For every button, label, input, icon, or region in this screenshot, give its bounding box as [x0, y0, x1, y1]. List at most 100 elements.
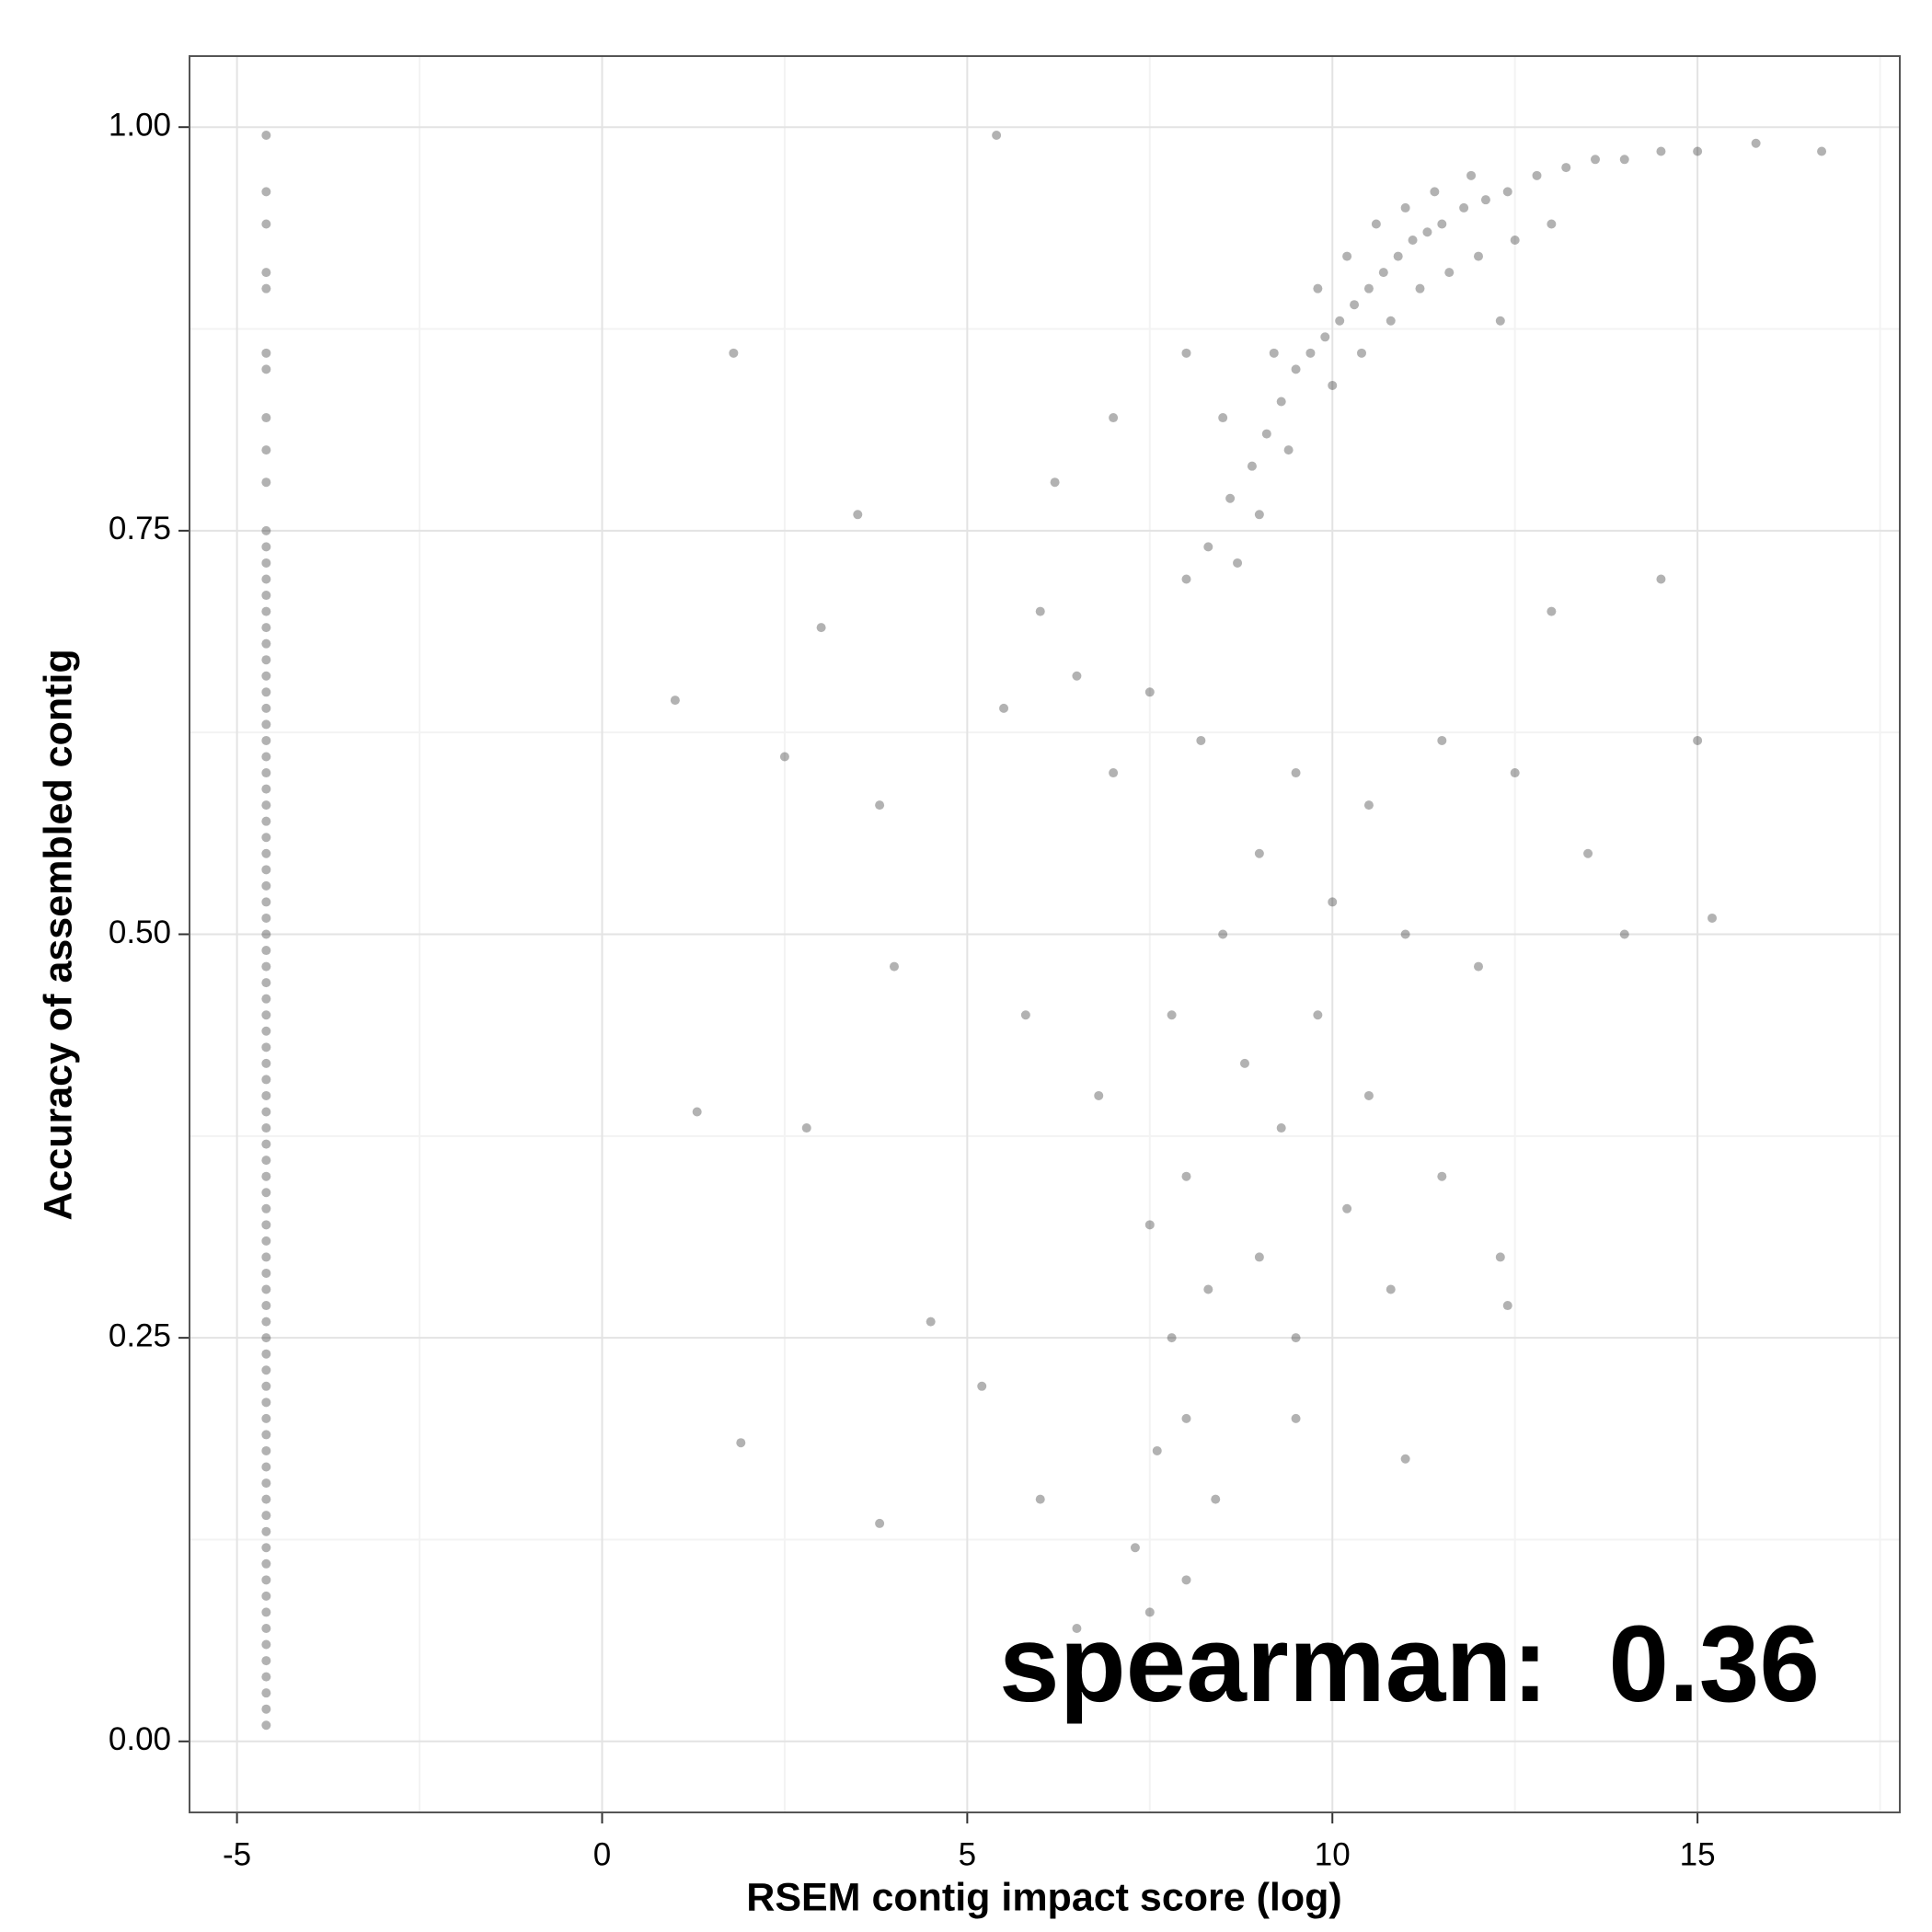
point: [261, 1010, 271, 1020]
point: [261, 800, 271, 811]
point: [1583, 848, 1593, 858]
point: [261, 833, 271, 843]
point: [1473, 251, 1483, 261]
point: [779, 752, 789, 762]
point: [261, 1349, 271, 1359]
point: [926, 1317, 936, 1327]
point: [261, 1478, 271, 1489]
point: [261, 1526, 271, 1536]
point: [261, 219, 271, 229]
point: [261, 1026, 271, 1036]
point: [1363, 283, 1374, 293]
y-tick-label: 0.75: [109, 511, 171, 546]
point: [1510, 236, 1520, 246]
point: [1203, 542, 1213, 552]
point: [261, 1156, 271, 1166]
point: [1050, 477, 1060, 488]
point: [729, 348, 739, 358]
point: [1656, 574, 1666, 584]
x-tick-label: 5: [959, 1836, 976, 1872]
point: [1502, 187, 1512, 197]
point: [261, 703, 271, 713]
point: [1363, 800, 1374, 811]
point: [1035, 606, 1045, 616]
point: [261, 623, 271, 633]
point: [261, 719, 271, 730]
point: [261, 848, 271, 858]
point: [875, 800, 885, 811]
point: [1480, 195, 1490, 205]
point: [1532, 170, 1542, 180]
point: [1363, 1090, 1374, 1100]
x-tick-label: 15: [1680, 1836, 1716, 1872]
y-tick-label: 0.25: [109, 1317, 171, 1353]
point: [1035, 1494, 1045, 1504]
point: [261, 1075, 271, 1085]
point: [261, 1107, 271, 1117]
point: [261, 1558, 271, 1569]
point: [1144, 687, 1155, 697]
point: [1393, 251, 1403, 261]
point: [261, 1090, 271, 1100]
point: [261, 1284, 271, 1294]
point: [1247, 461, 1257, 471]
point: [1590, 155, 1600, 165]
point: [1495, 1252, 1505, 1262]
y-axis-title: Accuracy of assembled contig: [36, 649, 80, 1220]
point: [1547, 219, 1557, 229]
point: [261, 1333, 271, 1343]
y-tick-label: 1.00: [109, 107, 171, 143]
point: [1693, 146, 1703, 156]
point: [261, 1639, 271, 1650]
point: [999, 703, 1009, 713]
point: [1510, 768, 1520, 778]
point: [1254, 1252, 1264, 1262]
point: [816, 623, 826, 633]
point: [801, 1123, 811, 1133]
point: [261, 1188, 271, 1198]
point: [1430, 187, 1440, 197]
point: [261, 913, 271, 923]
plot-border: [189, 55, 1901, 1813]
point: [1437, 1171, 1447, 1181]
point: [1291, 768, 1301, 778]
point: [261, 283, 271, 293]
point: [1328, 380, 1338, 390]
point: [1276, 1123, 1286, 1133]
point: [261, 1462, 271, 1472]
point: [261, 1656, 271, 1666]
point: [261, 364, 271, 374]
point: [1408, 236, 1418, 246]
point: [261, 994, 271, 1004]
point: [1181, 1413, 1191, 1423]
point: [1196, 735, 1206, 745]
point: [261, 816, 271, 826]
point: [261, 1688, 271, 1698]
point: [1144, 1220, 1155, 1230]
point: [261, 1252, 271, 1262]
point: [1167, 1010, 1177, 1020]
point: [1254, 848, 1264, 858]
point: [1218, 413, 1228, 423]
point: [992, 130, 1002, 140]
point: [261, 1445, 271, 1455]
point: [1254, 510, 1264, 520]
point: [1320, 332, 1330, 342]
point: [1203, 1284, 1213, 1294]
point: [1233, 558, 1243, 568]
point: [261, 542, 271, 552]
point: [1211, 1494, 1221, 1504]
point: [1547, 606, 1557, 616]
point: [1328, 897, 1338, 907]
annotation: spearman: 0.36: [999, 1604, 1820, 1725]
y-tick-label: 0.50: [109, 914, 171, 950]
point: [261, 187, 271, 197]
point: [1269, 348, 1279, 358]
point: [1386, 1284, 1396, 1294]
point: [1444, 268, 1455, 278]
point: [875, 1518, 885, 1528]
point: [1371, 219, 1381, 229]
point: [1313, 283, 1323, 293]
point: [1109, 768, 1119, 778]
point: [1130, 1543, 1140, 1553]
